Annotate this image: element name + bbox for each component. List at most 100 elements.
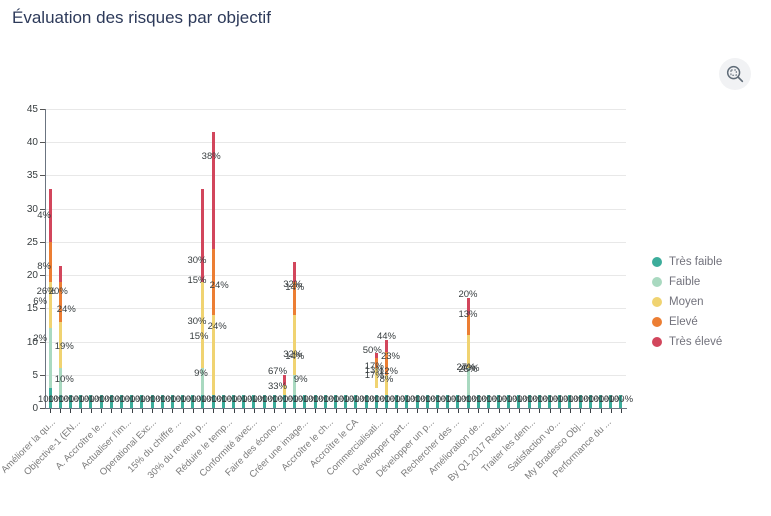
bar-segment[interactable] [435,394,439,408]
bar-segment[interactable] [466,394,470,408]
bar-segment[interactable] [415,394,419,408]
bar-segment[interactable] [283,384,287,395]
bar-segment[interactable] [58,394,62,408]
bar-segment[interactable] [537,394,541,408]
bar-segment[interactable] [466,314,470,335]
bar-segment[interactable] [578,394,582,408]
bar-segment[interactable] [456,394,460,408]
bar-segment[interactable] [384,340,388,352]
bar-segment[interactable] [140,394,144,408]
x-axis-tick [50,409,52,413]
bar-segment[interactable] [476,394,480,408]
bar-segment[interactable] [558,394,562,408]
bar-segment[interactable] [109,394,113,408]
bar-segment[interactable] [609,394,613,408]
bar-segment[interactable] [374,368,378,389]
bar-segment[interactable] [58,266,62,282]
bar-segment[interactable] [48,241,52,282]
y-axis-tick [40,241,45,243]
bar-segment[interactable] [507,394,511,408]
bar-segment[interactable] [517,394,521,408]
bar-segment[interactable] [232,394,236,408]
bar-segment[interactable] [293,261,297,282]
bar-segment[interactable] [201,394,205,408]
bar-segment[interactable] [568,394,572,408]
bar-segment[interactable] [313,394,317,408]
bar-segment[interactable] [486,394,490,408]
bar-segment[interactable] [283,374,287,385]
bar-segment[interactable] [446,394,450,408]
bar-segment[interactable] [48,188,52,242]
legend-item[interactable]: Faible [652,276,722,288]
bar-segment[interactable] [334,394,337,408]
bar-segment[interactable] [405,394,409,408]
bar-segment[interactable] [466,368,470,395]
legend-item[interactable]: Moyen [652,296,722,308]
bar-segment[interactable] [293,374,297,395]
bar-segment[interactable] [211,132,215,249]
bar-segment[interactable] [384,374,388,395]
bar-segment[interactable] [619,394,623,408]
bar-segment[interactable] [384,351,388,375]
bar-segment[interactable] [99,394,103,408]
bar-segment[interactable] [548,394,552,408]
bar-segment[interactable] [58,368,62,395]
bar-segment[interactable] [588,394,592,408]
bar-segment[interactable] [323,394,327,408]
bar-segment[interactable] [272,394,276,408]
x-axis-tick [457,409,459,413]
bar-segment[interactable] [201,188,205,282]
bar-segment[interactable] [384,394,388,408]
bar-segment[interactable] [211,314,215,395]
legend-item[interactable]: Très faible [652,256,722,268]
bar-segment[interactable] [201,368,205,395]
bar-segment[interactable] [303,394,307,408]
bar-segment[interactable] [293,314,297,375]
bar-segment[interactable] [119,394,123,408]
bar-segment[interactable] [221,394,225,408]
legend-item[interactable]: Très élevé [652,336,722,348]
bar-segment[interactable] [466,334,470,369]
bar-segment[interactable] [211,248,215,315]
bar-segment[interactable] [527,394,531,408]
bar-segment[interactable] [497,394,501,408]
bar-segment[interactable] [211,394,215,408]
bar-segment[interactable] [160,394,164,408]
bar-segment[interactable] [374,352,378,359]
bar-segment[interactable] [181,394,185,408]
bar-segment[interactable] [293,281,297,315]
bar-segment[interactable] [364,394,368,408]
legend-item[interactable]: Elevé [652,316,722,328]
bar-segment[interactable] [68,394,72,408]
bar-segment[interactable] [425,394,429,408]
bar-segment[interactable] [79,394,83,408]
bar-segment[interactable] [374,358,378,369]
bar-segment[interactable] [262,394,266,408]
bar-segment[interactable] [58,281,62,322]
bar-segment[interactable] [344,394,348,408]
bar-segment[interactable] [48,281,52,329]
bar-segment[interactable] [150,394,154,408]
bar-segment[interactable] [466,298,470,315]
bar-segment[interactable] [395,394,399,408]
zoom-selection-button[interactable] [719,58,751,90]
bar-segment[interactable] [89,394,93,408]
total-label: 100% [567,394,593,406]
bar-segment[interactable] [354,394,358,408]
bar-segment[interactable] [191,394,195,408]
bar-segment[interactable] [201,281,205,369]
total-label: 100% [323,394,348,406]
bar-segment[interactable] [48,388,52,408]
bar-segment[interactable] [599,394,603,408]
bar-segment[interactable] [242,394,246,408]
total-label: 100% [262,394,287,406]
bar-segment[interactable] [58,321,62,369]
x-axis-tick [90,409,92,413]
bar-segment[interactable] [130,394,134,408]
bar-segment[interactable] [283,394,287,408]
bar-segment[interactable] [293,394,297,408]
bar-segment[interactable] [170,394,174,408]
bar-segment[interactable] [374,394,378,408]
bar-segment[interactable] [252,394,256,408]
bar-segment[interactable] [48,328,52,389]
